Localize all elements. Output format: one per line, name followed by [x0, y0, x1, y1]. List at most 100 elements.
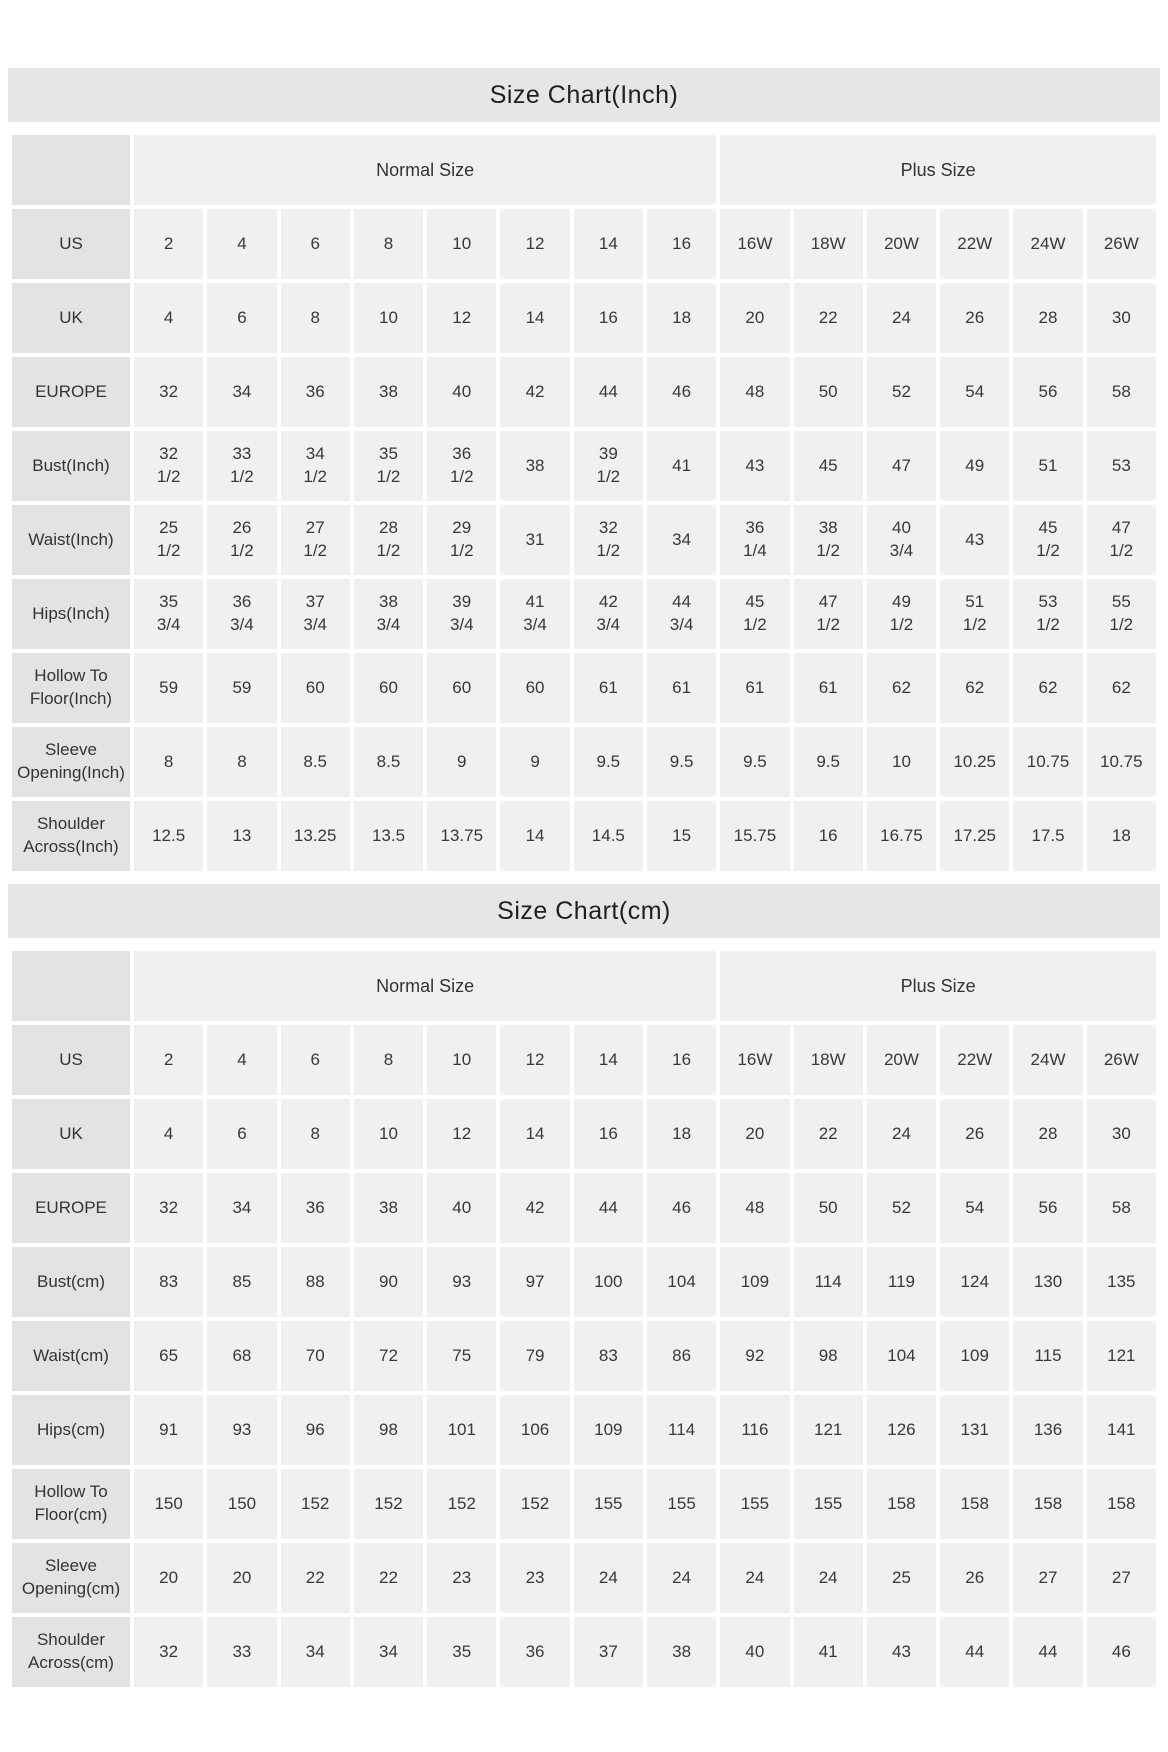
size-value-cell: 101 — [427, 1395, 497, 1465]
size-value-cell: 13 — [207, 801, 277, 871]
size-value-cell: 24 — [866, 1099, 937, 1169]
size-value-cell: 79 — [500, 1321, 570, 1391]
size-value-cell: 22 — [353, 1543, 424, 1613]
size-value-cell: 90 — [353, 1247, 424, 1317]
size-value-cell: 28 — [1013, 283, 1083, 353]
size-value-cell: 104 — [646, 1247, 717, 1317]
size-value-cell: 20W — [866, 209, 937, 279]
size-value-cell: 20 — [720, 283, 790, 353]
table-row: Shoulder Across(Inch) 12.5 13 13.25 13.5 13.7… — [12, 801, 1156, 871]
size-value-cell: 12 — [500, 1025, 570, 1095]
size-value-cell: 55 1/2 — [1086, 579, 1156, 649]
row-label: Waist(Inch) — [12, 505, 130, 575]
size-value-cell: 34 — [207, 357, 277, 427]
size-value-cell: 22W — [940, 1025, 1010, 1095]
size-value-cell: 36 — [280, 357, 350, 427]
size-value-cell: 9.5 — [720, 727, 790, 797]
size-value-cell: 60 — [500, 653, 570, 723]
size-value-cell: 16 — [573, 1099, 643, 1169]
size-value-cell: 14 — [500, 1099, 570, 1169]
size-value-cell: 41 — [793, 1617, 863, 1687]
size-value-cell: 135 — [1086, 1247, 1156, 1317]
size-value-cell: 2 — [134, 1025, 204, 1095]
size-value-cell: 121 — [1086, 1321, 1156, 1391]
size-value-cell: 32 1/2 — [573, 505, 643, 575]
size-value-cell: 14 — [573, 209, 643, 279]
size-value-cell: 40 — [427, 357, 497, 427]
size-value-cell: 158 — [1086, 1469, 1156, 1539]
size-value-cell: 10.25 — [940, 727, 1010, 797]
size-value-cell: 85 — [207, 1247, 277, 1317]
size-value-cell: 60 — [427, 653, 497, 723]
size-value-cell: 116 — [720, 1395, 790, 1465]
size-value-cell: 51 — [1013, 431, 1083, 501]
size-value-cell: 22 — [793, 283, 863, 353]
size-value-cell: 34 1/2 — [280, 431, 350, 501]
size-value-cell: 27 — [1013, 1543, 1083, 1613]
table-row: Waist(cm) 65 68 70 72 75 79 83 86 92 98 104 109 115 12… — [12, 1321, 1156, 1391]
size-value-cell: 75 — [427, 1321, 497, 1391]
size-value-cell: 16W — [720, 1025, 790, 1095]
size-value-cell: 42 — [500, 357, 570, 427]
size-value-cell: 155 — [646, 1469, 717, 1539]
row-label: Hollow To Floor(Inch) — [12, 653, 130, 723]
size-value-cell: 86 — [646, 1321, 717, 1391]
size-value-cell: 38 — [646, 1617, 717, 1687]
size-value-cell: 24 — [720, 1543, 790, 1613]
size-value-cell: 47 1/2 — [1086, 505, 1156, 575]
size-value-cell: 13.5 — [353, 801, 424, 871]
cm-chart-title: Size Chart(cm) — [8, 884, 1160, 938]
size-value-cell: 34 — [646, 505, 717, 575]
row-label: EUROPE — [12, 1173, 130, 1243]
size-value-cell: 12 — [427, 1099, 497, 1169]
size-value-cell: 83 — [134, 1247, 204, 1317]
size-value-cell: 72 — [353, 1321, 424, 1391]
row-label: Hips(cm) — [12, 1395, 130, 1465]
size-value-cell: 9 — [500, 727, 570, 797]
group-header-plus-size: Plus Size — [720, 951, 1156, 1021]
table-row: US 2 4 6 8 10 12 14 16 16W 18W 20W 22W 24W 26W — [12, 209, 1156, 279]
size-value-cell: 47 — [866, 431, 937, 501]
size-value-cell: 16W — [720, 209, 790, 279]
size-value-cell: 20W — [866, 1025, 937, 1095]
size-value-cell: 109 — [940, 1321, 1010, 1391]
size-value-cell: 24W — [1013, 1025, 1083, 1095]
size-value-cell: 14 — [573, 1025, 643, 1095]
size-chart-inch-section: Size Chart(Inch) Normal Size Plus Size US 2… — [8, 68, 1160, 875]
size-value-cell: 35 3/4 — [134, 579, 204, 649]
size-value-cell: 43 — [940, 505, 1010, 575]
table-row: Bust(cm) 83 85 88 90 93 97 100 104 109 114 119 124 13… — [12, 1247, 1156, 1317]
table-row: EUROPE 32 34 36 38 40 42 44 46 48 50 52 54 56 58 — [12, 1173, 1156, 1243]
size-value-cell: 12 — [427, 283, 497, 353]
size-value-cell: 36 3/4 — [207, 579, 277, 649]
row-label: EUROPE — [12, 357, 130, 427]
size-value-cell: 6 — [280, 1025, 350, 1095]
size-value-cell: 4 — [134, 1099, 204, 1169]
size-value-cell: 59 — [207, 653, 277, 723]
size-value-cell: 12.5 — [134, 801, 204, 871]
size-value-cell: 20 — [207, 1543, 277, 1613]
size-value-cell: 37 3/4 — [280, 579, 350, 649]
size-value-cell: 8 — [280, 283, 350, 353]
size-value-cell: 8 — [134, 727, 204, 797]
size-value-cell: 152 — [353, 1469, 424, 1539]
size-value-cell: 50 — [793, 357, 863, 427]
size-value-cell: 65 — [134, 1321, 204, 1391]
size-value-cell: 9.5 — [793, 727, 863, 797]
size-value-cell: 26W — [1086, 1025, 1156, 1095]
size-value-cell: 155 — [573, 1469, 643, 1539]
size-value-cell: 28 — [1013, 1099, 1083, 1169]
size-value-cell: 40 — [427, 1173, 497, 1243]
size-value-cell: 36 — [280, 1173, 350, 1243]
size-value-cell: 6 — [280, 209, 350, 279]
size-value-cell: 16 — [573, 283, 643, 353]
size-value-cell: 62 — [1013, 653, 1083, 723]
size-value-cell: 152 — [427, 1469, 497, 1539]
size-value-cell: 53 1/2 — [1013, 579, 1083, 649]
size-value-cell: 16 — [793, 801, 863, 871]
size-value-cell: 38 — [500, 431, 570, 501]
size-value-cell: 13.25 — [280, 801, 350, 871]
cm-size-table: Normal Size Plus Size US 2 4 6 8 10 12 14 16 16W 18W… — [8, 947, 1160, 1691]
size-value-cell: 60 — [353, 653, 424, 723]
size-value-cell: 15 — [646, 801, 717, 871]
